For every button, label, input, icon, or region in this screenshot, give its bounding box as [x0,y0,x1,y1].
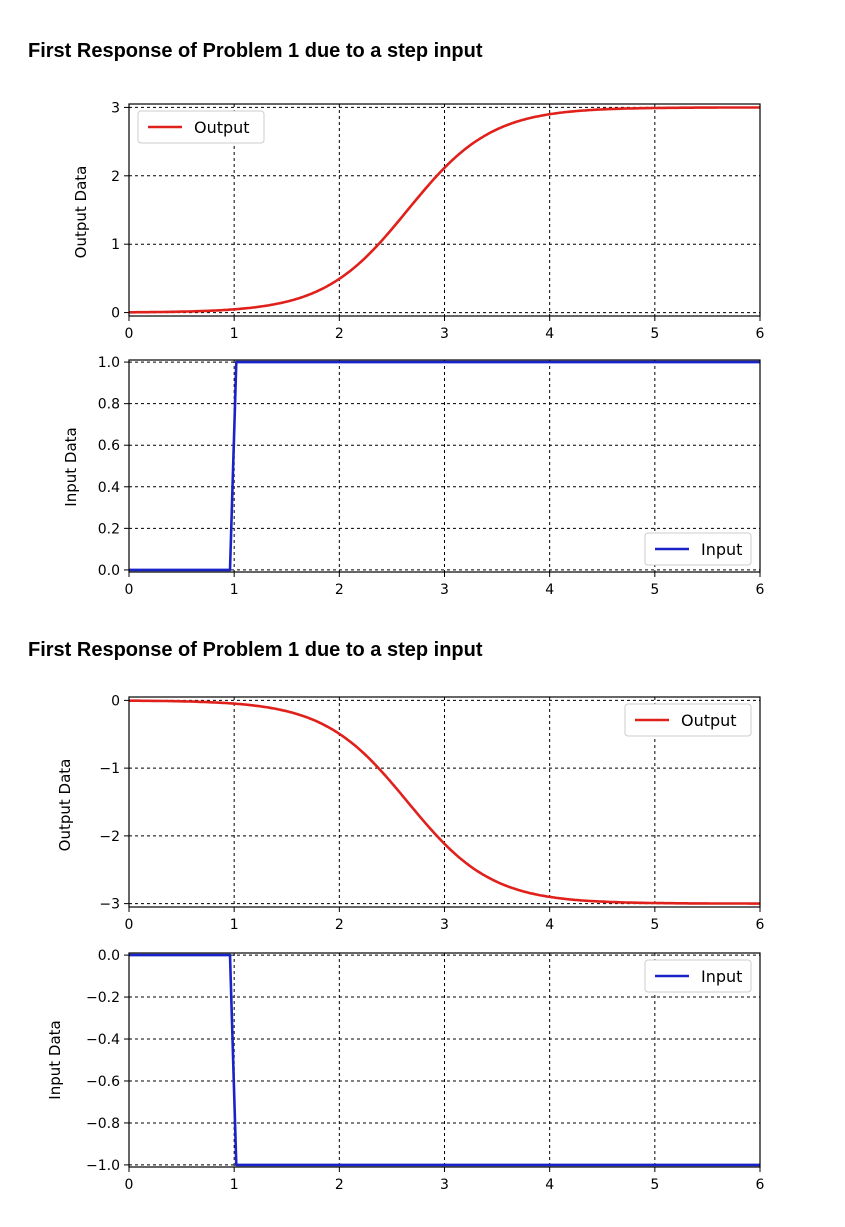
figure-1-title: First Response of Problem 1 due to a ste… [28,40,483,62]
x-tick-label: 0 [125,917,134,933]
y-tick-label: 0 [111,693,120,709]
legend: Input [644,959,752,993]
x-tick-label: 3 [440,582,449,598]
y-tick-label: 0.0 [98,948,120,964]
y-tick-label: −0.8 [86,1116,120,1132]
legend-label: Output [681,711,737,730]
x-tick-label: 0 [125,1177,134,1193]
y-tick-label: 0.4 [98,480,120,496]
x-tick-label: 6 [756,1177,765,1193]
y-tick-label: 3 [111,100,120,116]
y-tick-label: −1.0 [86,1158,120,1174]
y-tick-label: 1.0 [98,355,120,371]
y-tick-label: −0.6 [86,1074,120,1090]
y-tick-label: −0.2 [86,990,120,1006]
y-tick-label: −3 [99,897,120,913]
x-tick-label: 6 [756,917,765,933]
y-tick-label: 0.6 [98,438,120,454]
y-tick-label: −0.4 [86,1032,120,1048]
x-tick-label: 2 [335,917,344,933]
x-tick-label: 2 [335,582,344,598]
x-tick-label: 2 [335,1177,344,1193]
series-line-input [129,953,760,1167]
x-tick-label: 3 [440,917,449,933]
legend: Output [624,703,752,737]
series-line-output [129,699,760,905]
legend-box [644,959,752,993]
x-tick-label: 5 [650,582,659,598]
x-tick-label: 3 [440,1177,449,1193]
x-tick-label: 2 [335,326,344,342]
y-tick-label: −1 [99,761,120,777]
legend-box [137,110,265,144]
x-tick-label: 6 [756,582,765,598]
y-axis-label: Input Data [46,1020,64,1099]
x-tick-label: 0 [125,326,134,342]
y-axis-label: Input Data [62,427,80,506]
legend-box [624,703,752,737]
x-tick-label: 5 [650,326,659,342]
legend-label: Input [701,540,742,559]
legend-label: Input [701,967,742,986]
x-tick-label: 5 [650,917,659,933]
y-tick-label: 0.2 [98,521,120,537]
y-axis-label: Output Data [72,166,90,259]
chart-panel-3: 0 1 2 3 4 5 6 0 −1 −2 −3 Output Data Output [56,693,765,933]
chart-panel-2: 0 1 2 3 4 5 6 0.0 0.2 0.4 0.6 0.8 1.0 Input Data Input [62,355,765,598]
legend: Input [644,532,752,566]
x-tick-label: 1 [230,917,239,933]
series-line-input [129,360,760,572]
x-tick-label: 4 [545,326,554,342]
chart-panel-1: 0 1 2 3 4 5 6 0 1 2 3 Output Data Output [72,100,765,342]
figure-2-title: First Response of Problem 1 due to a ste… [28,639,483,661]
y-tick-label: 0.0 [98,563,120,579]
legend-label: Output [194,118,250,137]
x-tick-label: 1 [230,1177,239,1193]
y-tick-label: 1 [111,237,120,253]
y-tick-label: −2 [99,829,120,845]
y-axis-label: Output Data [56,759,74,852]
x-tick-label: 3 [440,326,449,342]
x-tick-label: 4 [545,1177,554,1193]
x-tick-label: 4 [545,917,554,933]
x-tick-label: 1 [230,582,239,598]
y-tick-label: 2 [111,169,120,185]
legend: Output [137,110,265,144]
x-tick-label: 5 [650,1177,659,1193]
x-tick-label: 4 [545,582,554,598]
y-tick-label: 0 [111,306,120,322]
x-tick-label: 0 [125,582,134,598]
series-line-output [129,106,760,314]
legend-box [644,532,752,566]
x-tick-label: 6 [756,326,765,342]
chart-panel-4: 0 1 2 3 4 5 6 0.0 −0.2 −0.4 −0.6 −0.8 −1.0 Input Data… [46,948,765,1193]
x-tick-label: 1 [230,326,239,342]
y-tick-label: 0.8 [98,397,120,413]
